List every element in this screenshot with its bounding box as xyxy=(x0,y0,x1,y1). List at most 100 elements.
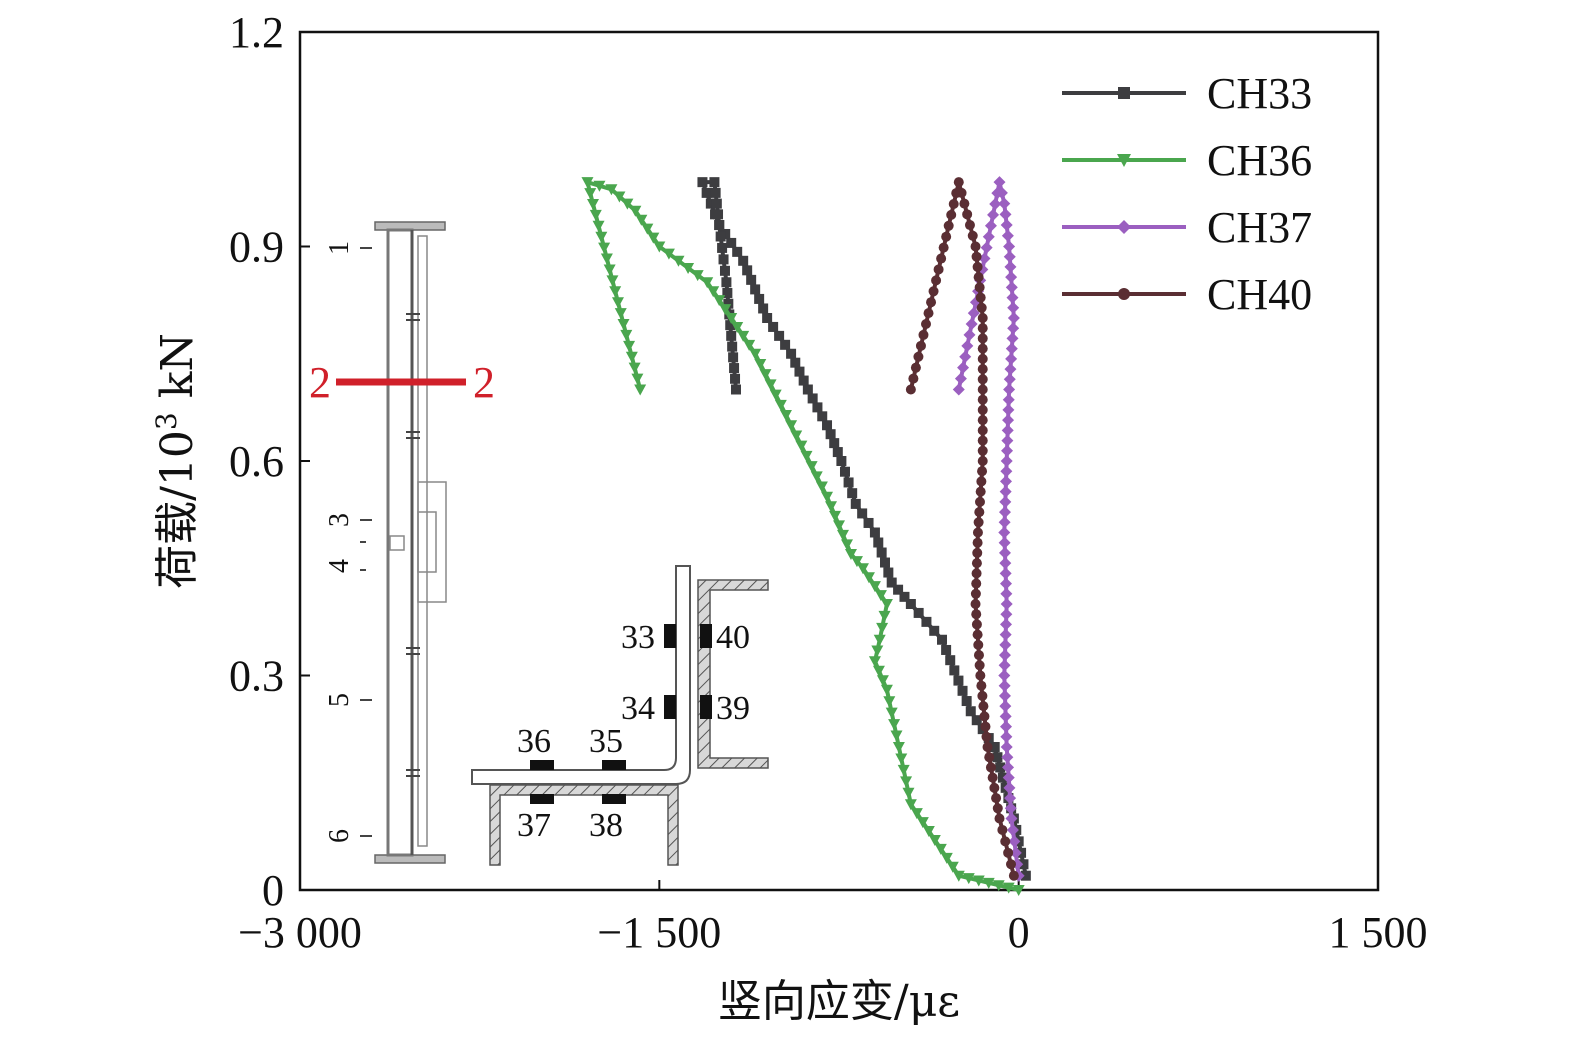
data-point-ch37 xyxy=(1000,219,1013,232)
data-point-ch37 xyxy=(1001,229,1014,242)
data-point-ch37 xyxy=(1000,741,1013,753)
data-point-ch33 xyxy=(715,231,726,242)
data-point-ch36 xyxy=(629,205,642,217)
data-point-ch40 xyxy=(908,373,919,384)
data-point-ch37 xyxy=(1000,720,1013,733)
data-point-ch33 xyxy=(711,198,722,209)
data-point-ch40 xyxy=(951,188,962,199)
data-point-ch33 xyxy=(929,625,940,636)
data-point-ch37 xyxy=(1003,240,1016,253)
data-point-ch40 xyxy=(936,253,947,264)
data-point-ch40 xyxy=(959,198,970,209)
data-point-ch40 xyxy=(971,251,982,262)
data-point-ch33 xyxy=(825,429,836,440)
data-point-ch33 xyxy=(786,348,797,359)
data-point-ch33 xyxy=(780,339,791,350)
gauge-label-33: 33 xyxy=(621,619,655,656)
data-point-ch37 xyxy=(998,526,1011,539)
data-point-ch37 xyxy=(989,197,1002,210)
data-point-ch33 xyxy=(794,366,805,377)
data-point-ch36 xyxy=(609,286,622,298)
data-point-ch40 xyxy=(938,242,949,253)
data-point-ch33 xyxy=(899,591,910,602)
data-point-ch36 xyxy=(890,730,903,742)
data-point-ch40 xyxy=(976,302,987,313)
data-point-ch40 xyxy=(975,486,986,497)
data-point-ch40 xyxy=(977,323,988,334)
data-point-ch40 xyxy=(918,329,929,340)
data-point-ch36 xyxy=(595,231,608,243)
data-point-ch40 xyxy=(972,629,983,640)
data-point-ch36 xyxy=(840,539,853,551)
data-point-ch37 xyxy=(1000,598,1013,610)
data-point-ch33 xyxy=(725,320,736,331)
data-point-ch36 xyxy=(628,362,641,374)
data-point-ch36 xyxy=(774,399,787,411)
data-point-ch36 xyxy=(883,696,896,708)
data-point-ch37 xyxy=(965,318,978,331)
data-point-ch37 xyxy=(1000,577,1013,590)
data-point-ch36 xyxy=(701,277,714,289)
data-point-ch37 xyxy=(1000,618,1013,631)
data-point-ch37 xyxy=(1000,465,1013,478)
data-point-ch36 xyxy=(880,599,893,610)
data-point-ch40 xyxy=(972,547,983,558)
data-point-ch40 xyxy=(985,762,996,773)
data-point-ch40 xyxy=(977,435,988,446)
data-point-ch40 xyxy=(905,384,916,395)
data-point-ch37 xyxy=(1001,424,1014,437)
data-point-ch36 xyxy=(873,634,886,646)
data-point-ch33 xyxy=(713,209,724,220)
data-point-ch36 xyxy=(634,384,647,396)
data-point-ch40 xyxy=(974,507,985,518)
data-point-ch36 xyxy=(810,471,823,483)
data-point-ch33 xyxy=(953,675,964,686)
data-point-ch40 xyxy=(941,231,952,242)
data-point-ch37 xyxy=(998,649,1011,662)
x-axis-title: 竖向应变/με xyxy=(718,976,960,1027)
data-point-ch40 xyxy=(977,364,988,375)
y-tick-label: 0.9 xyxy=(229,223,284,272)
data-point-ch36 xyxy=(962,873,975,885)
data-point-ch33 xyxy=(732,246,743,257)
data-point-ch37 xyxy=(1007,301,1020,314)
data-point-ch33 xyxy=(709,177,720,188)
data-point-ch37 xyxy=(1005,812,1018,825)
data-point-ch36 xyxy=(589,209,602,221)
data-point-ch36 xyxy=(862,572,875,584)
data-point-ch36 xyxy=(868,581,881,593)
section-label-left: 2 xyxy=(309,358,331,407)
data-point-ch37 xyxy=(1004,802,1017,815)
data-point-ch36 xyxy=(584,188,597,200)
data-point-ch33 xyxy=(992,752,1003,763)
data-point-ch33 xyxy=(829,438,840,449)
data-point-ch36 xyxy=(902,787,915,799)
data-point-ch37 xyxy=(1003,250,1016,263)
data-point-ch36 xyxy=(805,461,818,473)
data-point-ch40 xyxy=(978,701,989,712)
data-point-ch36 xyxy=(725,313,738,324)
data-point-ch40 xyxy=(977,445,988,456)
data-point-ch37 xyxy=(1002,761,1015,774)
data-point-ch33 xyxy=(728,352,739,363)
data-point-ch36 xyxy=(821,491,834,503)
data-point-ch36 xyxy=(850,556,863,568)
data-point-ch40 xyxy=(962,209,973,220)
data-point-ch33 xyxy=(701,187,712,198)
data-point-ch36 xyxy=(1012,885,1025,896)
legend-marker-ch36 xyxy=(1117,154,1131,167)
data-point-ch40 xyxy=(977,374,988,385)
data-series xyxy=(581,176,1031,896)
data-point-ch33 xyxy=(746,274,757,285)
data-point-ch33 xyxy=(758,303,769,314)
data-point-ch37 xyxy=(1000,608,1013,621)
data-point-ch36 xyxy=(888,719,901,731)
data-point-ch33 xyxy=(754,293,765,304)
data-point-ch36 xyxy=(691,270,704,282)
data-point-ch40 xyxy=(1008,870,1019,881)
data-point-ch40 xyxy=(926,297,937,308)
data-point-ch36 xyxy=(928,834,941,846)
legend-marker-ch33 xyxy=(1118,87,1130,99)
data-point-ch40 xyxy=(975,292,986,303)
data-point-ch40 xyxy=(971,568,982,579)
